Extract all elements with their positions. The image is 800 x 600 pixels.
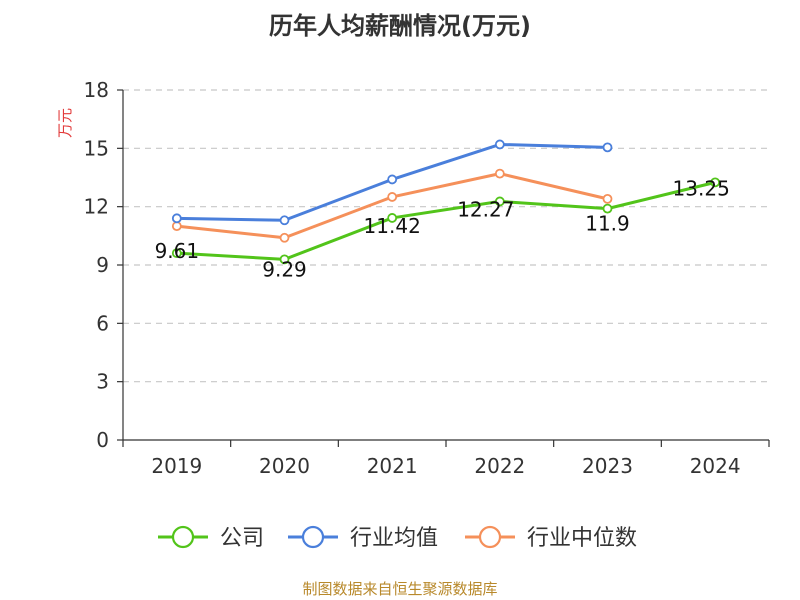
legend-label: 行业均值	[350, 526, 438, 551]
legend-item-1[interactable]: 行业均值	[288, 525, 438, 551]
data-point[interactable]	[279, 215, 290, 226]
data-point[interactable]	[171, 248, 182, 259]
series-lines	[171, 139, 721, 265]
data-label: 13.25	[673, 176, 730, 200]
data-label: 11.9	[585, 212, 630, 236]
y-tick-label: 3	[96, 370, 109, 394]
data-point[interactable]	[602, 142, 613, 153]
data-point[interactable]	[279, 254, 290, 265]
data-point[interactable]	[494, 168, 505, 179]
data-point[interactable]	[387, 213, 398, 223]
y-tick-label: 9	[96, 253, 109, 277]
x-tick-label: 2023	[582, 454, 633, 478]
x-tick-label: 2022	[474, 454, 525, 478]
y-tick-label: 0	[96, 428, 109, 452]
legend-marker	[478, 525, 502, 549]
legend-label: 公司	[220, 526, 264, 551]
data-label: 12.27	[457, 197, 514, 221]
data-point[interactable]	[602, 203, 613, 214]
data-point[interactable]	[279, 232, 290, 243]
y-axis-unit-label: 万元	[56, 108, 74, 138]
legend[interactable]: 公司 行业均值 行业中位数	[158, 525, 637, 551]
data-label: 11.42	[364, 214, 421, 238]
x-tick-label: 2019	[151, 454, 202, 478]
series-line-0	[176, 180, 716, 261]
data-labels: 9.61 9.29 11.42 12.27 11.9 13.25	[155, 176, 730, 281]
y-tick-label: 6	[96, 311, 109, 335]
data-point[interactable]	[602, 193, 613, 204]
x-tick-label: 2024	[690, 454, 741, 478]
grid-lines	[123, 89, 769, 383]
chart-title: 历年人均薪酬情况(万元)	[269, 12, 531, 40]
legend-item-2[interactable]: 行业中位数	[465, 525, 637, 551]
y-tick-label: 15	[84, 136, 109, 160]
axes: 0 3 6 9 12 15 18 2019 2020 2021 2022 2023 2024	[84, 78, 770, 478]
x-tick-label: 2021	[367, 454, 418, 478]
data-point[interactable]	[387, 174, 398, 185]
data-label: 9.61	[155, 239, 200, 263]
data-point[interactable]	[387, 192, 398, 202]
y-tick-label: 12	[84, 195, 109, 219]
x-tick-label: 2020	[259, 454, 310, 478]
legend-marker	[301, 525, 325, 549]
data-point[interactable]	[171, 213, 182, 224]
source-note: 制图数据来自恒生聚源数据库	[302, 580, 498, 598]
data-point[interactable]	[494, 196, 505, 207]
data-point[interactable]	[494, 139, 505, 150]
data-point[interactable]	[171, 221, 182, 232]
legend-item-0[interactable]: 公司	[158, 525, 264, 551]
legend-label: 行业中位数	[527, 526, 637, 551]
legend-marker	[171, 525, 195, 549]
y-tick-label: 18	[84, 78, 109, 102]
data-point[interactable]	[710, 177, 721, 188]
data-label: 9.29	[262, 257, 307, 281]
